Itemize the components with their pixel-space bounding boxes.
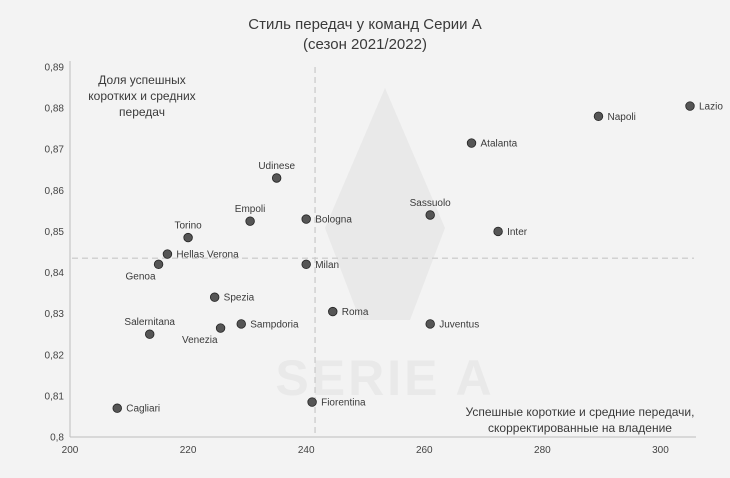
- point-label: Inter: [507, 227, 528, 238]
- point-label: Spezia: [224, 293, 255, 304]
- x-tick-label: 300: [652, 445, 669, 456]
- data-point-hellas-verona: [162, 249, 173, 259]
- x-tick-label: 260: [416, 445, 433, 456]
- data-point-sampdoria: [236, 319, 246, 329]
- y-axis-annotation: Доля успешных коротких и средних передач: [72, 72, 212, 120]
- y-tick-label: 0,87: [45, 145, 65, 156]
- watermark-text: SERIE A: [275, 350, 494, 406]
- data-point-napoli: [593, 111, 604, 122]
- point-label: Bologna: [315, 215, 352, 226]
- data-points: [112, 101, 695, 413]
- reference-lines: [72, 67, 694, 437]
- y-tick-label: 0,84: [45, 268, 65, 279]
- chart-subtitle: (сезон 2021/2022): [303, 36, 427, 53]
- y-annotation-line-1: Доля успешных: [98, 73, 186, 87]
- point-label: Sampdoria: [250, 319, 299, 330]
- data-point-juventus: [425, 319, 435, 329]
- data-point-roma: [328, 306, 338, 317]
- x-axis-annotation: Успешные короткие и средние передачи, ск…: [455, 404, 705, 436]
- point-label: Genoa: [126, 271, 156, 282]
- x-annotation-line-2: скорректированные на владение: [488, 421, 672, 435]
- point-label: Napoli: [607, 112, 635, 123]
- point-labels: Lazio Napoli Atalanta Udinese Sassuolo Empoli…: [124, 102, 723, 415]
- serie-a-watermark: SERIE A: [275, 88, 494, 406]
- y-tick-label: 0,88: [45, 104, 65, 115]
- point-label: Cagliari: [126, 404, 160, 415]
- point-label: Sassuolo: [410, 198, 452, 209]
- point-label: Fiorentina: [321, 398, 366, 409]
- x-tick-label: 240: [298, 445, 315, 456]
- y-tick-label: 0,81: [45, 391, 65, 402]
- x-tick-label: 200: [62, 445, 79, 456]
- data-point-lazio: [685, 101, 695, 111]
- chart-title: Стиль передач у команд Серии А: [248, 16, 482, 33]
- data-point-milan: [301, 259, 311, 270]
- y-tick-label: 0,85: [45, 227, 65, 238]
- point-label: Salernitana: [124, 317, 175, 328]
- x-tick-label: 280: [534, 445, 551, 456]
- y-tick-label: 0,89: [45, 63, 65, 74]
- y-annotation-line-2: коротких и средних: [88, 89, 196, 103]
- data-point-atalanta: [466, 138, 477, 148]
- data-point-sassuolo: [425, 210, 435, 220]
- point-label: Juventus: [439, 319, 479, 330]
- data-point-inter: [493, 226, 503, 237]
- point-label: Milan: [315, 260, 339, 271]
- point-label: Lazio: [699, 102, 723, 113]
- y-tick-label: 0,82: [45, 350, 65, 361]
- point-label: Hellas Verona: [176, 250, 239, 261]
- data-point-venezia: [215, 323, 226, 333]
- data-point-bologna: [301, 214, 311, 224]
- point-label: Udinese: [258, 161, 295, 172]
- point-label: Atalanta: [481, 139, 518, 150]
- data-point-salernitana: [145, 329, 155, 339]
- data-point-genoa: [153, 259, 164, 270]
- point-label: Empoli: [235, 204, 266, 215]
- y-annotation-line-3: передач: [119, 105, 165, 119]
- data-point-fiorentina: [307, 397, 317, 407]
- y-tick-label: 0,8: [50, 433, 64, 444]
- x-tick-label: 220: [180, 445, 197, 456]
- data-point-torino: [183, 232, 193, 243]
- point-label: Venezia: [182, 335, 218, 346]
- x-annotation-line-1: Успешные короткие и средние передачи,: [465, 405, 695, 419]
- data-point-udinese: [271, 173, 282, 183]
- data-point-spezia: [209, 292, 220, 302]
- y-tick-label: 0,83: [45, 309, 65, 320]
- data-point-cagliari: [112, 403, 122, 413]
- point-label: Torino: [174, 221, 202, 232]
- watermark-shape: [325, 88, 445, 320]
- data-point-empoli: [245, 216, 255, 226]
- axes: 0,8 0,81 0,82 0,83 0,84 0,85 0,86 0,87 0,88 0,89 2…: [45, 61, 696, 456]
- y-tick-label: 0,86: [45, 186, 65, 197]
- point-label: Roma: [342, 307, 369, 318]
